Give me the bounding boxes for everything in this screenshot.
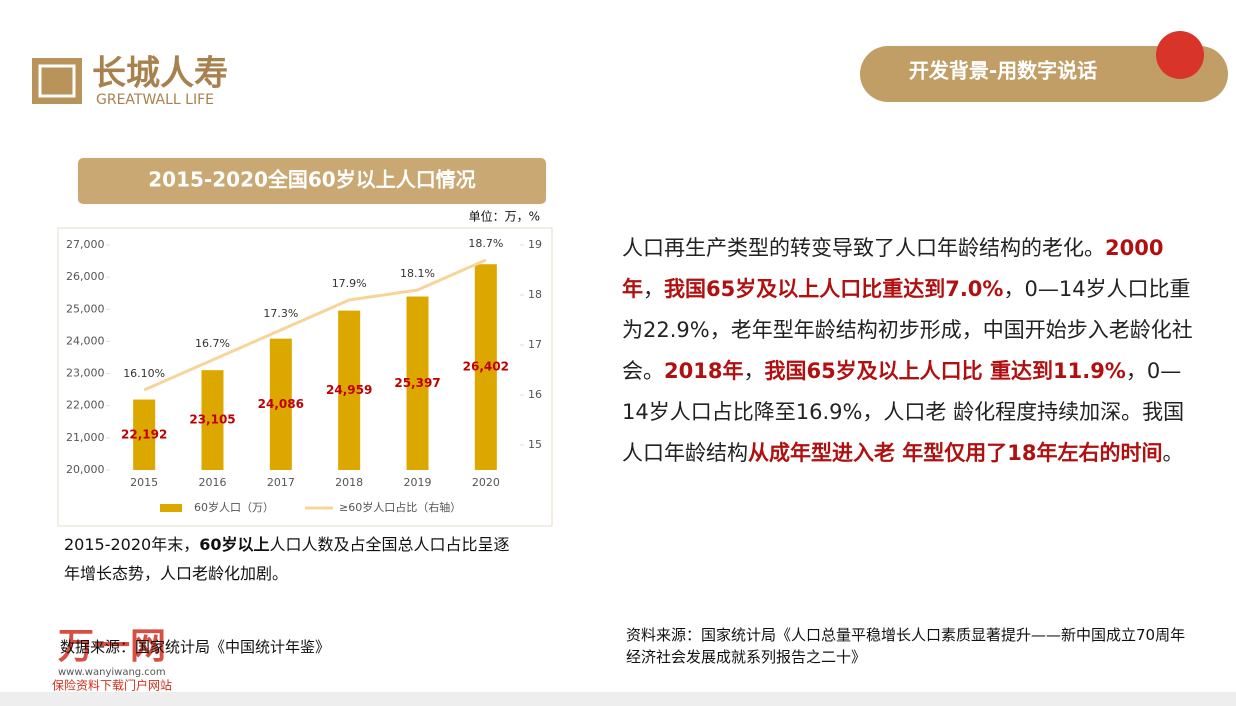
bar xyxy=(133,399,156,470)
text-run: 我国65岁及以上人口比重达到7.0% xyxy=(664,277,1004,301)
x-tick-label: 2017 xyxy=(267,476,295,489)
text-run: 人口人数及占全国总人口占比呈逐年增长态势，人口老龄化加剧。 xyxy=(64,535,510,583)
bar-label: 24,086 xyxy=(258,397,304,411)
source-right: 资料来源：国家统计局《人口总量平稳增长人口素质显著提升——新中国成立70周年经济… xyxy=(626,626,1186,666)
legend-label: ≥60岁人口占比（右轴） xyxy=(339,500,461,514)
y-tick-label: 23,000 xyxy=(66,367,105,380)
logo-text: 长城人寿 xyxy=(92,54,228,94)
y-tick-label: 22,000 xyxy=(66,399,105,412)
bar-label: 23,105 xyxy=(189,413,235,427)
text-run: ， xyxy=(743,359,765,383)
badge xyxy=(860,46,1228,102)
text-run: 2018年 xyxy=(664,359,744,383)
y-tick-label: 21,000 xyxy=(66,431,105,444)
bar-label: 26,402 xyxy=(463,360,509,374)
watermark-slogan: 保险资料下载门户网站 xyxy=(52,678,172,693)
y-tick-label: 27,000 xyxy=(66,238,105,251)
y-tick-label: 20,000 xyxy=(66,463,105,476)
y2-tick-label: 18 xyxy=(528,288,542,301)
logo-en: GREATWALL LIFE xyxy=(96,92,214,108)
x-tick-label: 2020 xyxy=(472,476,500,489)
bar xyxy=(474,264,497,470)
y2-tick-label: 16 xyxy=(528,388,542,401)
x-tick-label: 2015 xyxy=(130,476,158,489)
line-label: 17.9% xyxy=(332,277,367,290)
y-tick-label: 25,000 xyxy=(66,302,105,315)
watermark-url: www.wanyiwang.com xyxy=(58,667,166,678)
chart-title: 2015-2020全国60岁以上人口情况 xyxy=(148,168,475,192)
bar xyxy=(338,310,361,470)
bar xyxy=(201,370,224,470)
badge-text: 开发背景-用数字说话 xyxy=(909,59,1097,83)
line-label: 17.3% xyxy=(263,307,298,320)
x-tick-label: 2018 xyxy=(335,476,363,489)
bar-label: 25,397 xyxy=(394,376,440,390)
source-left: 数据来源：国家统计局《中国统计年鉴》 xyxy=(60,638,331,656)
line-label: 18.7% xyxy=(468,237,503,250)
line-label: 18.1% xyxy=(400,267,435,280)
text-run: ，0—14岁人口比重为22.9%，老年型年龄结构初步形成，中国开始步入老龄化社会… xyxy=(622,277,1193,383)
text-run: ，0—14岁人口占比降至16.9%，人口老 龄化程度持续加深。我国人口年龄结构 xyxy=(622,359,1185,465)
bar-label: 24,959 xyxy=(326,383,372,397)
line xyxy=(143,258,487,392)
y-tick-label: 26,000 xyxy=(66,270,105,283)
x-tick-label: 2019 xyxy=(404,476,432,489)
y2-tick-label: 19 xyxy=(528,238,542,251)
footer-band xyxy=(0,692,1236,706)
text-run: 我国65岁及以上人口比 重达到11.9% xyxy=(764,359,1126,383)
paragraph: 人口再生产类型的转变导致了人口年龄结构的老化。2000年，我国65岁及以上人口比… xyxy=(622,228,1197,474)
bullet: 2015-2020年末，60岁以上人口人数及占全国总人口占比呈逐年增长态势，人口… xyxy=(64,530,514,588)
text-run: ， xyxy=(643,277,664,301)
bar-label: 22,192 xyxy=(121,427,167,441)
text-run: 。 xyxy=(1162,441,1184,465)
text-run: 2015-2020年末， xyxy=(64,535,200,554)
mascot xyxy=(1156,31,1204,79)
y-tick-label: 24,000 xyxy=(66,334,105,347)
legend-label: 60岁人口（万） xyxy=(194,500,274,514)
text-run: 2000年 xyxy=(622,236,1164,301)
text-run: 从成年型进入老 年型仅用了18年左右的时间 xyxy=(748,441,1163,465)
bar xyxy=(269,338,292,470)
line-label: 16.10% xyxy=(123,367,165,380)
chart-frame xyxy=(57,227,553,527)
y2-tick-label: 15 xyxy=(528,438,542,451)
bar xyxy=(406,296,429,470)
y2-tick-label: 17 xyxy=(528,338,542,351)
text-run: 60岁以上 xyxy=(199,535,270,554)
chart-title-box xyxy=(78,158,546,204)
logo-mark-inner xyxy=(38,64,76,98)
x-tick-label: 2016 xyxy=(199,476,227,489)
unit: 单位：万，% xyxy=(469,209,540,224)
line-label: 16.7% xyxy=(195,337,230,350)
text-run: 人口再生产类型的转变导致了人口年龄结构的老化。 xyxy=(622,236,1105,260)
watermark-name: 万一网 xyxy=(58,626,166,667)
legend-swatch xyxy=(160,504,182,512)
